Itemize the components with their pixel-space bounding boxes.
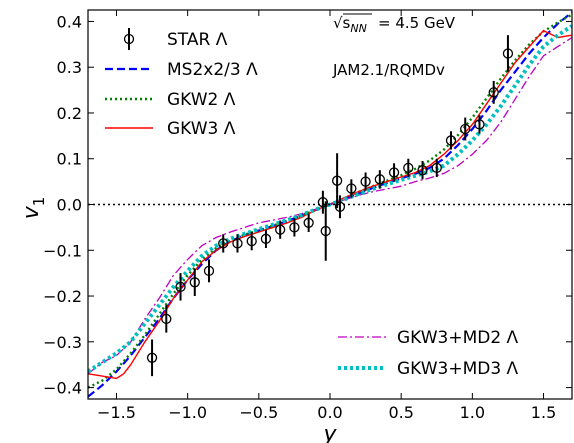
star-data-point [502,48,514,59]
star-data-point [331,175,343,186]
x-tick-label: −0.5 [239,403,278,422]
y-tick-label: 0.4 [57,12,82,31]
legend: STAR Λ MS2x2/3 Λ GKW2 Λ GKW3 Λ GKW3+MD2 Λ GKW… [105,28,519,379]
energy-annotation: √sNN = 4.5 GeV [333,13,456,35]
star-data-point [360,176,371,187]
legend-marker-star-circle [123,33,135,45]
star-data-point [488,87,499,98]
x-axis-title: y [322,422,337,443]
star-data-point [146,352,158,363]
x-tick-label: 0.0 [317,403,342,422]
y-tick-label: −0.4 [43,379,82,398]
star-data-point [246,235,257,247]
y-axis-title-sub: 1 [30,197,48,207]
y-tick-label: 0.0 [57,196,82,215]
star-data-point [175,281,186,293]
star-data-point [289,222,300,233]
star-data-point [431,162,442,174]
y-tick-label: 0.1 [57,150,82,169]
x-tick-label: 1.0 [460,403,485,422]
x-tick-label: 0.5 [388,403,413,422]
legend-label-star: STAR Λ [167,30,228,50]
star-data-point [317,197,329,208]
star-data-point [218,238,229,249]
series-line-gkw2 [88,13,572,389]
y-axis-title: v1 [19,197,48,220]
star-data-point [403,162,414,174]
star-data-point [474,119,485,130]
legend-label-gkw2: GKW2 Λ [167,90,236,110]
x-tick-label: 1.5 [531,403,556,422]
axes: −1.5 −1.0 −0.5 0.0 0.5 1.0 1.5 −0.4 −0.3 −0.2 −0.1… [43,9,573,422]
star-data-point [417,165,428,176]
y-tick-label: −0.1 [43,241,82,260]
y-axis-title-main: v [19,205,44,219]
star-data-point [460,123,471,135]
legend-label-gkw3: GKW3 Λ [167,119,236,139]
star-data-point [275,224,286,235]
star-data-point [388,167,400,178]
star-data-point [303,217,314,228]
y-tick-label: −0.2 [43,287,82,306]
y-tick-label: −0.3 [43,333,82,352]
star-data-point [161,313,172,325]
x-tick-label: −1.5 [97,403,136,422]
star-data-point [189,277,200,288]
legend-label-gkw3-md2: GKW3+MD2 Λ [397,328,519,348]
model-annotation: JAM2.1/RQMDv [332,61,445,79]
energy-annotation-prefix: √sNN [333,14,367,35]
star-data-point [232,238,243,249]
star-data-point [320,225,331,237]
star-data-point [445,135,457,146]
svg-text:v1: v1 [19,197,48,220]
star-data-point [260,233,272,244]
star-data-point [374,174,385,185]
star-data-point [346,183,357,194]
y-tick-label: 0.3 [57,58,82,77]
star-data-point [334,201,346,212]
star-data-point [203,265,215,277]
y-tick-label: 0.2 [57,104,82,123]
legend-label-gkw3-md3: GKW3+MD3 Λ [397,359,519,379]
legend-label-ms2x2-3: MS2x2/3 Λ [167,60,258,80]
x-tick-label: −1.0 [168,403,207,422]
energy-annotation-value: = 4.5 GeV [378,14,456,32]
